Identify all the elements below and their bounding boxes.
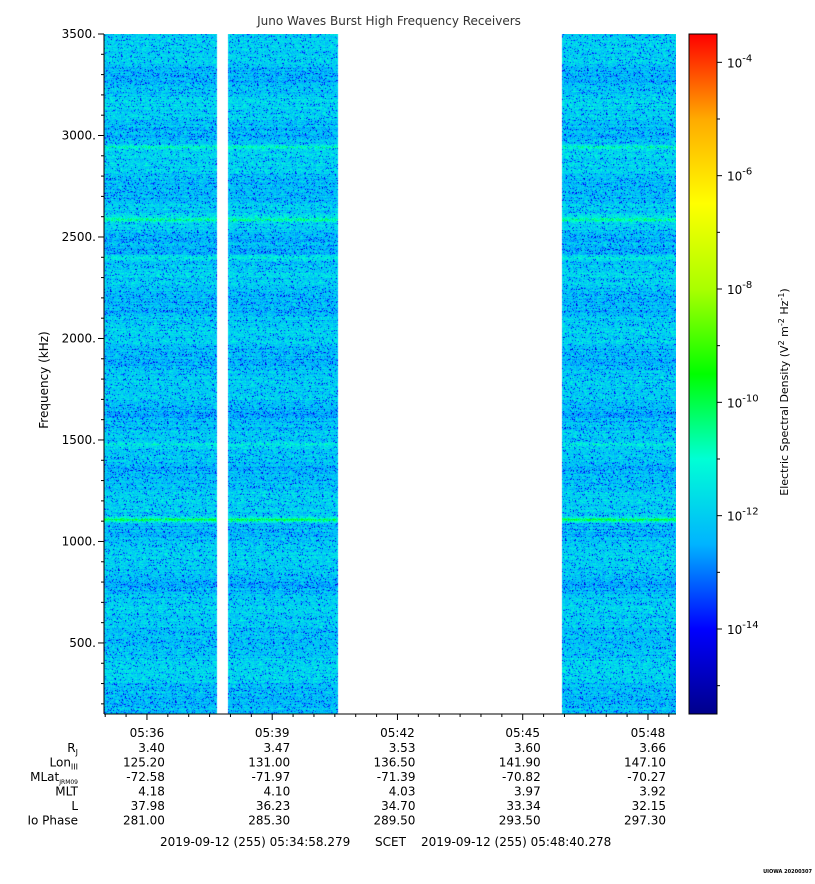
ephemeris-table: RJ 3.40 3.47 3.53 3.60 3.66 LonIII 125.20 131.00… <box>27 741 666 828</box>
colorbar-tick-label: 10-10 <box>727 393 759 410</box>
ephemeris-row-label: Io Phase <box>27 814 78 828</box>
ephemeris-value: 125.20 <box>123 756 165 770</box>
x-tick-label: 05:36 <box>130 726 165 740</box>
colorbar-label-sup3: -1 <box>777 293 786 301</box>
ephemeris-value: 131.00 <box>248 756 290 770</box>
ephemeris-value: 281.00 <box>123 814 165 828</box>
y-axis: 500. 1000. 1500. 2000. 2500. 3000. 3500. <box>62 27 104 705</box>
ephemeris-value: 4.18 <box>138 785 165 799</box>
ephemeris-row-label: MLT <box>55 785 78 799</box>
x-tick-label: 05:39 <box>255 726 290 740</box>
colorbar-label-sup2: -2 <box>777 318 786 326</box>
footer-end-time: 2019-09-12 (255) 05:48:40.278 <box>421 835 611 849</box>
ephemeris-value: -72.58 <box>126 770 165 784</box>
y-tick-label: 2500. <box>62 230 96 244</box>
ephemeris-value: 3.47 <box>263 741 290 755</box>
colorbar-label-mid2: Hz <box>778 300 791 318</box>
ephemeris-value: 3.60 <box>514 741 541 755</box>
ephemeris-value: 293.50 <box>499 814 541 828</box>
spectrogram-plot-area <box>104 34 676 714</box>
colorbar-tick-label: 10-4 <box>727 53 752 70</box>
ephemeris-value: -70.27 <box>627 770 666 784</box>
x-tick-label: 05:48 <box>631 726 666 740</box>
ephemeris-value: 36.23 <box>256 799 290 813</box>
ephemeris-value: 141.90 <box>499 756 541 770</box>
ephemeris-value: 33.34 <box>506 799 540 813</box>
credit-stamp: UIOWA 20200307 <box>763 869 812 875</box>
x-tick-label: 05:42 <box>380 726 415 740</box>
y-tick-label: 3500. <box>62 27 96 41</box>
footer-start-time: 2019-09-12 (255) 05:34:58.279 <box>160 835 350 849</box>
y-tick-label: 1000. <box>62 534 96 548</box>
colorbar-label-end: ) <box>778 288 791 292</box>
spectrogram-image <box>104 34 676 714</box>
y-tick-label: 3000. <box>62 128 96 142</box>
colorbar-label: Electric Spectral Density (V2 m-2 Hz-1) <box>777 288 792 495</box>
colorbar-tick-label: 10-8 <box>727 280 752 297</box>
ephemeris-value: 297.30 <box>624 814 666 828</box>
ephemeris-value: 4.03 <box>389 785 416 799</box>
ephemeris-row-label: MLatJRM09 <box>30 770 78 786</box>
ephemeris-value: 34.70 <box>381 799 415 813</box>
ephemeris-value: 3.40 <box>138 741 165 755</box>
colorbar <box>688 33 718 715</box>
ephemeris-value: 37.98 <box>131 799 165 813</box>
y-tick-label: 1500. <box>62 433 96 447</box>
x-axis: 05:36 05:39 05:42 05:45 05:48 <box>104 714 670 740</box>
colorbar-tick-label: 10-6 <box>727 167 752 184</box>
ephemeris-value: 3.97 <box>514 785 541 799</box>
colorbar-label-sup1: 2 <box>777 340 786 345</box>
ephemeris-row-label: L <box>71 799 78 813</box>
ephemeris-value: 32.15 <box>632 799 666 813</box>
colorbar-label-main: Electric Spectral Density (V <box>778 345 791 496</box>
ephemeris-value: -71.97 <box>252 770 291 784</box>
y-axis-label: Frequency (kHz) <box>37 331 51 428</box>
colorbar-tick-label: 10-12 <box>727 507 759 524</box>
ephemeris-value: 4.10 <box>263 785 290 799</box>
chart-title: Juno Waves Burst High Frequency Receiver… <box>256 14 521 28</box>
ephemeris-value: 136.50 <box>373 756 415 770</box>
ephemeris-value: 289.50 <box>373 814 415 828</box>
ephemeris-value: 3.53 <box>389 741 416 755</box>
colorbar-label-mid: m <box>778 326 791 340</box>
ephemeris-value: 3.92 <box>639 785 666 799</box>
ephemeris-row-label: RJ <box>67 741 78 757</box>
ephemeris-value: -71.39 <box>377 770 416 784</box>
ephemeris-value: 3.66 <box>639 741 666 755</box>
ephemeris-value: 285.30 <box>248 814 290 828</box>
y-tick-label: 2000. <box>62 331 96 345</box>
colorbar-tick-label: 10-14 <box>727 620 759 637</box>
ephemeris-row-label: LonIII <box>50 756 79 772</box>
ephemeris-value: -70.82 <box>502 770 541 784</box>
ephemeris-value: 147.10 <box>624 756 666 770</box>
colorbar-ticks: 10-4 10-6 10-8 10-10 10-12 10-14 <box>717 53 759 687</box>
x-tick-label: 05:45 <box>505 726 540 740</box>
y-tick-label: 500. <box>69 636 96 650</box>
footer-scet: SCET <box>375 835 407 849</box>
